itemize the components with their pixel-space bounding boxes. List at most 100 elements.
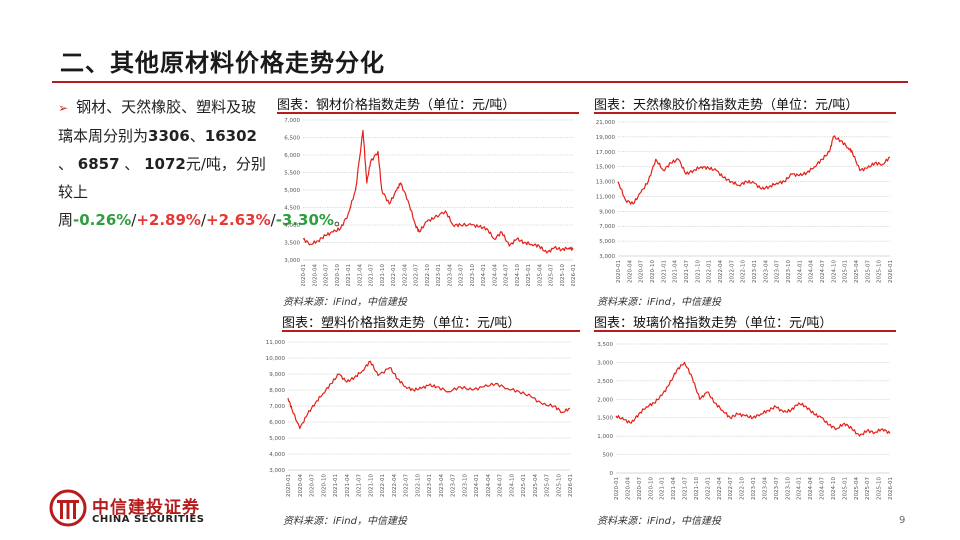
y-tick-label: 9,000: [599, 209, 615, 215]
company-name-cn: 中信建投证券: [92, 498, 200, 518]
y-tick-label: 11,000: [266, 340, 286, 346]
y-tick-label: 5,000: [599, 239, 615, 245]
x-tick-label: 2022-07: [414, 264, 420, 286]
x-tick-label: 2023-07: [774, 477, 780, 500]
steel-chart: 图表：钢材价格指数走势（单位：元/吨） 7,000 6,500 6,000 5,500…: [277, 94, 579, 286]
x-tick-label: 2024-07: [504, 264, 510, 286]
x-tick-label: 2021-07: [684, 260, 690, 283]
y-tick-label: 17,000: [596, 150, 616, 156]
x-tick-label: 2020-01: [614, 477, 620, 500]
steel-value: 3306: [148, 127, 190, 145]
series-line: [617, 135, 891, 205]
x-tick-label: 2024-04: [808, 477, 814, 500]
bullet-text-1: 钢材、天然橡胶、塑料及玻璃本周分别为: [58, 98, 257, 145]
steel-chart-svg: 7,000 6,500 6,000 5,500 5,000 4,500 4,000 3,500…: [284, 118, 577, 286]
x-tick-label: 2022-01: [391, 264, 397, 286]
x-tick-label: 2023-10: [786, 260, 792, 283]
x-tick-label: 2021-01: [333, 474, 339, 497]
rubber-chart: 图表：天然橡胶价格指数走势（单位：元/吨） 21,000 19,000 17,000…: [594, 94, 896, 286]
plastic-value: 6857: [77, 155, 120, 173]
x-tick-label: 2020-01: [616, 260, 622, 283]
x-tick-label: 2024-07: [820, 477, 826, 500]
x-tick-label: 2020-10: [335, 264, 341, 286]
bullet-slash-3: /: [270, 211, 276, 229]
x-tick-label: 2022-07: [404, 474, 410, 497]
y-tick-label: 21,000: [596, 120, 616, 126]
x-tick-label: 2025-04: [533, 474, 539, 497]
x-tick-label: 2021-01: [346, 264, 352, 286]
x-tick-label: 2021-10: [695, 260, 701, 283]
x-tick-label: 2025-04: [854, 477, 860, 500]
bullet-text-2: 元/吨，分别较上周: [58, 155, 266, 229]
chart-title-underline: [594, 330, 896, 332]
glass-value: 1072: [144, 155, 186, 173]
x-tick-label: 2020-07: [639, 260, 645, 283]
x-tick-label: 2021-04: [671, 477, 677, 500]
x-tick-label: 2020-07: [324, 264, 330, 286]
y-tick-label: 500: [603, 453, 614, 459]
y-tick-label: 7,000: [599, 224, 615, 230]
x-tick-label: 2023-01: [752, 260, 758, 283]
x-tick-label: 2026-01: [571, 264, 577, 286]
page-number: 9: [899, 515, 906, 526]
source-note: 资料来源：iFind，中信建投: [283, 516, 407, 527]
x-tick-label: 2021-07: [369, 264, 375, 286]
y-tick-label: 9,000: [269, 372, 285, 378]
y-tick-label: 3,500: [597, 342, 613, 348]
citic-logo-icon: [49, 489, 87, 527]
y-tick-label: 4,000: [284, 223, 300, 229]
arrow-bullet-icon: ➢: [58, 101, 69, 115]
chart-title-underline: [594, 112, 896, 114]
x-tick-label: 2025-01: [842, 477, 848, 500]
series-line: [615, 361, 891, 437]
x-tick-label: 2022-04: [718, 260, 724, 283]
x-tick-label: 2020-01: [286, 474, 292, 497]
x-tick-label: 2023-10: [462, 474, 468, 497]
x-tick-label: 2023-01: [751, 477, 757, 500]
x-tick-label: 2021-10: [380, 264, 386, 286]
source-note: 资料来源：iFind，中信建投: [597, 516, 721, 527]
x-tick-label: 2023-01: [427, 474, 433, 497]
y-tick-label: 3,000: [269, 468, 285, 474]
x-tick-label: 2020-10: [321, 474, 327, 497]
x-tick-label: 2024-01: [474, 474, 480, 497]
x-tick-label: 2025-07: [549, 264, 555, 286]
x-tick-label: 2020-04: [625, 477, 631, 500]
x-tick-label: 2020-04: [627, 260, 633, 283]
bullet-end: 。: [333, 211, 349, 229]
x-tick-label: 2022-10: [741, 260, 747, 283]
y-tick-label: 8,000: [269, 388, 285, 394]
x-tick-label: 2020-10: [648, 477, 654, 500]
rubber-value: 16302: [204, 127, 257, 145]
x-tick-label: 2026-01: [888, 260, 894, 283]
x-tick-label: 2023-04: [447, 264, 453, 286]
chart-title-underline: [282, 330, 580, 332]
y-tick-label: 7,000: [284, 118, 300, 124]
x-tick-label: 2025-04: [537, 264, 543, 286]
plastic-chart-svg: 11,000 10,000 9,000 8,000 7,000 6,000 5,000 4,0…: [266, 340, 574, 497]
x-tick-label: 2021-10: [368, 474, 374, 497]
y-tick-label: 4,500: [284, 206, 300, 212]
x-tick-label: 2021-07: [683, 477, 689, 500]
x-tick-label: 2024-10: [509, 474, 515, 497]
x-tick-label: 2024-07: [498, 474, 504, 497]
x-tick-label: 2025-07: [545, 474, 551, 497]
bullet-slash-2: /: [200, 211, 207, 229]
x-tick-label: 2024-01: [797, 260, 803, 283]
y-tick-label: 10,000: [266, 356, 286, 362]
x-tick-label: 2024-04: [809, 260, 815, 283]
x-tick-label: 2025-01: [843, 260, 849, 283]
y-tick-label: 7,000: [269, 404, 285, 410]
y-tick-label: 13,000: [596, 180, 616, 186]
x-tick-label: 2021-04: [357, 264, 363, 286]
y-tick-label: 3,000: [284, 258, 300, 264]
x-tick-label: 2021-04: [345, 474, 351, 497]
x-tick-label: 2020-10: [650, 260, 656, 283]
x-tick-label: 2022-01: [705, 477, 711, 500]
x-tick-label: 2024-07: [820, 260, 826, 283]
x-tick-label: 2026-01: [568, 474, 574, 497]
plastic-chart: 图表：塑料价格指数走势（单位：元/吨） 11,000 10,000 9,000 8,0…: [262, 312, 580, 512]
x-tick-label: 2023-10: [785, 477, 791, 500]
glass-change: -3.30%: [275, 211, 334, 229]
bullet-sep-1: 、: [189, 127, 205, 145]
